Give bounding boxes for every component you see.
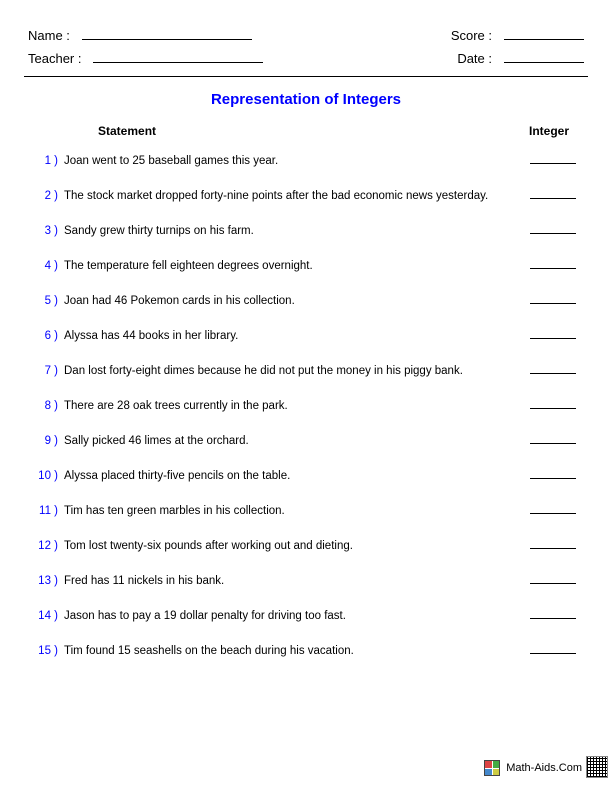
problem-text: The temperature fell eighteen degrees ov… <box>58 260 530 272</box>
problem-row: 11 )Tim has ten green marbles in his col… <box>30 502 584 517</box>
name-field-group: Name : <box>28 28 252 43</box>
problem-number: 9 ) <box>30 435 58 447</box>
problem-text: Sally picked 46 limes at the orchard. <box>58 435 530 447</box>
problems-list: 1 )Joan went to 25 baseball games this y… <box>28 152 584 657</box>
problem-text: Tim found 15 seashells on the beach duri… <box>58 645 530 657</box>
answer-input-line[interactable] <box>530 502 576 514</box>
teacher-field-group: Teacher : <box>28 51 263 66</box>
problem-number: 2 ) <box>30 190 58 202</box>
problem-row: 10 )Alyssa placed thirty-five pencils on… <box>30 467 584 482</box>
problem-number: 8 ) <box>30 400 58 412</box>
answer-input-line[interactable] <box>530 327 576 339</box>
answer-input-line[interactable] <box>530 257 576 269</box>
answer-input-line[interactable] <box>530 152 576 164</box>
column-headers: Statement Integer <box>28 124 584 138</box>
problem-row: 6 )Alyssa has 44 books in her library. <box>30 327 584 342</box>
problem-number: 3 ) <box>30 225 58 237</box>
problem-row: 2 )The stock market dropped forty-nine p… <box>30 187 584 202</box>
qr-code-icon <box>586 756 608 778</box>
problem-row: 1 )Joan went to 25 baseball games this y… <box>30 152 584 167</box>
problem-number: 6 ) <box>30 330 58 342</box>
header-divider <box>24 76 588 77</box>
date-input-line[interactable] <box>504 62 584 63</box>
teacher-input-line[interactable] <box>93 62 263 63</box>
answer-input-line[interactable] <box>530 362 576 374</box>
problem-text: Jason has to pay a 19 dollar penalty for… <box>58 610 530 622</box>
footer-site: Math-Aids.Com <box>506 762 582 774</box>
problem-row: 12 )Tom lost twenty-six pounds after wor… <box>30 537 584 552</box>
answer-input-line[interactable] <box>530 397 576 409</box>
problem-text: Tim has ten green marbles in his collect… <box>58 505 530 517</box>
problem-text: Tom lost twenty-six pounds after working… <box>58 540 530 552</box>
name-label: Name : <box>28 28 70 43</box>
problem-row: 14 )Jason has to pay a 19 dollar penalty… <box>30 607 584 622</box>
score-input-line[interactable] <box>504 39 584 40</box>
answer-input-line[interactable] <box>530 642 576 654</box>
problem-number: 7 ) <box>30 365 58 377</box>
answer-input-line[interactable] <box>530 432 576 444</box>
problem-number: 15 ) <box>30 645 58 657</box>
problem-row: 4 )The temperature fell eighteen degrees… <box>30 257 584 272</box>
answer-input-line[interactable] <box>530 607 576 619</box>
page-title: Representation of Integers <box>28 91 584 108</box>
problem-text: Joan went to 25 baseball games this year… <box>58 155 530 167</box>
header-row-2: Teacher : Date : <box>28 51 584 66</box>
problem-number: 4 ) <box>30 260 58 272</box>
problem-row: 13 )Fred has 11 nickels in his bank. <box>30 572 584 587</box>
problem-row: 8 )There are 28 oak trees currently in t… <box>30 397 584 412</box>
score-label: Score : <box>451 28 492 43</box>
problem-text: Alyssa has 44 books in her library. <box>58 330 530 342</box>
problem-number: 1 ) <box>30 155 58 167</box>
problem-text: The stock market dropped forty-nine poin… <box>58 190 530 202</box>
problem-text: Fred has 11 nickels in his bank. <box>58 575 530 587</box>
problem-row: 7 )Dan lost forty-eight dimes because he… <box>30 362 584 377</box>
problem-number: 5 ) <box>30 295 58 307</box>
answer-input-line[interactable] <box>530 187 576 199</box>
logo-icon <box>484 760 500 776</box>
problem-number: 12 ) <box>30 540 58 552</box>
problem-number: 14 ) <box>30 610 58 622</box>
problem-row: 15 )Tim found 15 seashells on the beach … <box>30 642 584 657</box>
score-field-group: Score : <box>451 28 584 43</box>
problem-text: Joan had 46 Pokemon cards in his collect… <box>58 295 530 307</box>
answer-input-line[interactable] <box>530 467 576 479</box>
problem-row: 3 )Sandy grew thirty turnips on his farm… <box>30 222 584 237</box>
answer-input-line[interactable] <box>530 572 576 584</box>
problem-row: 5 )Joan had 46 Pokemon cards in his coll… <box>30 292 584 307</box>
header-row-1: Name : Score : <box>28 28 584 43</box>
answer-input-line[interactable] <box>530 537 576 549</box>
footer: Math-Aids.Com <box>484 760 582 776</box>
problem-text: There are 28 oak trees currently in the … <box>58 400 530 412</box>
problem-text: Sandy grew thirty turnips on his farm. <box>58 225 530 237</box>
answer-input-line[interactable] <box>530 222 576 234</box>
date-field-group: Date : <box>457 51 584 66</box>
problem-number: 13 ) <box>30 575 58 587</box>
integer-column-header: Integer <box>514 124 584 138</box>
problem-number: 11 ) <box>30 505 58 517</box>
answer-input-line[interactable] <box>530 292 576 304</box>
problem-text: Alyssa placed thirty-five pencils on the… <box>58 470 530 482</box>
problem-number: 10 ) <box>30 470 58 482</box>
column-spacer <box>158 124 514 138</box>
problem-text: Dan lost forty-eight dimes because he di… <box>58 365 530 377</box>
teacher-label: Teacher : <box>28 51 81 66</box>
date-label: Date : <box>457 51 492 66</box>
problem-row: 9 )Sally picked 46 limes at the orchard. <box>30 432 584 447</box>
statement-column-header: Statement <box>28 124 158 138</box>
name-input-line[interactable] <box>82 39 252 40</box>
